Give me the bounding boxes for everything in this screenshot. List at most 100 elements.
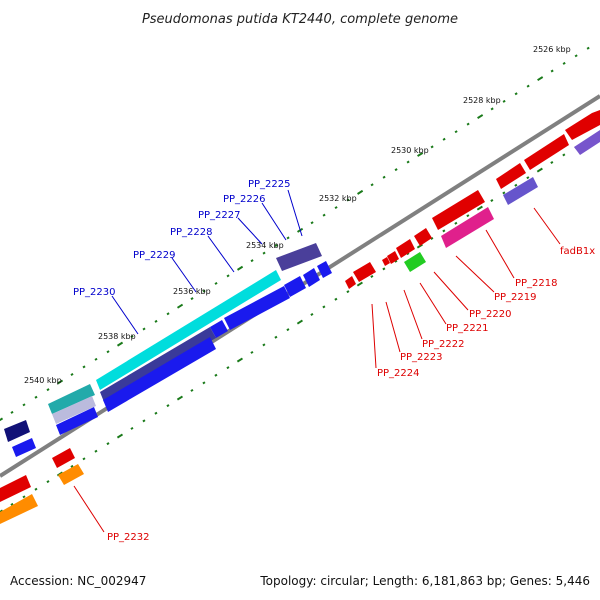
minor-tick [130,335,134,339]
gene-bar[interactable] [4,420,30,442]
minor-tick [226,274,230,278]
gene-bar[interactable] [210,320,228,338]
gene-label[interactable]: PP_2224 [377,368,420,379]
minor-tick [214,373,218,377]
gene-bar[interactable] [404,252,426,272]
gene-bar[interactable] [574,130,600,155]
major-tick [56,379,64,385]
gene-bar[interactable] [353,262,376,282]
minor-tick [346,198,350,202]
gene-label[interactable]: PP_2230 [73,287,116,298]
gene-bar[interactable] [345,276,356,289]
minor-tick [262,343,266,347]
minor-tick [370,183,374,187]
gene-bar[interactable] [12,438,36,457]
gene-features [0,110,600,524]
minor-tick [190,297,194,301]
gene-bar[interactable] [396,239,415,258]
accession-text: Accession: NC_002947 [10,574,146,588]
minor-tick [514,183,518,187]
gene-bar[interactable] [303,268,320,287]
gene-label[interactable]: PP_2220 [469,309,512,320]
gene-label[interactable]: fadB1x [560,246,595,257]
minor-tick [550,161,554,164]
minor-tick [382,175,386,179]
gene-bar[interactable] [387,251,399,264]
minor-tick [10,502,14,506]
gene-bar[interactable] [524,134,569,170]
minor-tick [502,191,506,195]
gene-bar[interactable] [52,396,96,424]
minor-tick [106,442,110,446]
minor-tick [442,137,446,141]
minor-tick [382,267,386,271]
minor-tick [22,403,26,407]
minor-tick [322,213,326,217]
gene-bar[interactable] [503,177,538,205]
minor-tick [274,335,278,339]
gene-label[interactable]: PP_2222 [422,339,465,350]
gene-bar[interactable] [382,257,390,266]
gene-bar[interactable] [441,207,494,248]
gene-label[interactable]: PP_2223 [400,352,443,363]
gene-label[interactable]: PP_2227 [198,210,241,221]
tick-label: 2528 kbp [463,96,501,105]
gene-bar[interactable] [565,110,600,140]
minor-tick [202,381,206,385]
minor-tick [286,328,290,332]
map-title: Pseudomonas putida KT2440, complete geno… [142,12,458,27]
gene-bar[interactable] [0,475,31,502]
gene-bar[interactable] [496,163,526,189]
minor-tick [190,388,194,392]
minor-tick [406,252,410,256]
summary-text: Topology: circular; Length: 6,181,863 bp… [259,574,590,588]
gene-label[interactable]: PP_2219 [494,292,537,303]
gene-bar[interactable] [100,327,216,402]
major-tick [357,189,364,195]
minor-tick [10,410,14,414]
gene-label[interactable]: PP_2229 [133,250,176,261]
minor-tick [166,404,170,408]
gene-label[interactable]: PP_2225 [248,179,291,190]
minor-tick [466,214,470,218]
gene-label[interactable]: PP_2232 [107,532,150,543]
outer-scale-ruler [0,46,590,422]
gene-bar[interactable] [96,270,281,390]
gene-bar[interactable] [414,228,432,246]
minor-tick [82,457,86,461]
major-tick [236,357,243,363]
gene-bar[interactable] [103,337,216,412]
minor-tick [94,357,98,361]
gene-bar[interactable] [0,494,38,524]
minor-tick [34,487,38,491]
minor-tick [70,464,74,468]
tick-label: 2530 kbp [391,146,429,155]
gene-bar[interactable] [52,448,75,468]
gene-bar[interactable] [432,190,485,230]
minor-tick [46,388,50,392]
gene-bar[interactable] [224,286,290,330]
minor-tick [214,281,218,285]
minor-tick [34,395,38,399]
minor-tick [106,350,110,354]
gene-label[interactable]: PP_2228 [170,227,213,238]
major-tick [537,76,544,82]
gene-label[interactable]: PP_2226 [223,194,266,205]
gene-bar[interactable] [284,276,306,297]
gene-label[interactable]: PP_2218 [515,278,558,289]
gene-bar[interactable] [317,261,332,278]
minor-tick [334,206,338,210]
minor-tick [526,176,530,180]
minor-tick [94,449,98,453]
gene-bar[interactable] [276,243,322,271]
gene-bar[interactable] [56,407,98,435]
minor-tick [250,259,254,263]
gene-bar[interactable] [48,384,95,414]
minor-tick [394,168,398,172]
minor-tick [250,350,254,354]
gene-bar[interactable] [58,464,84,485]
gene-label[interactable]: PP_2221 [446,323,489,334]
major-tick [176,303,184,309]
minor-tick [406,160,410,164]
